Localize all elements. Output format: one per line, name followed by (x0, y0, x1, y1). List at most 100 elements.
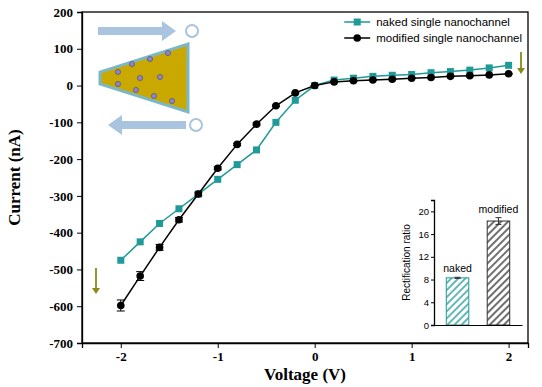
error-cap (136, 280, 144, 281)
marker (292, 97, 299, 104)
flow-arrow (108, 115, 186, 135)
tick-mark (431, 280, 434, 281)
plot-frame (82, 12, 528, 343)
tick-mark (77, 269, 82, 270)
ion (190, 119, 202, 131)
charge (165, 50, 170, 55)
tick-label: 2 (506, 349, 513, 364)
axis-line (83, 344, 529, 349)
legend-marker (354, 19, 361, 26)
marker (505, 62, 512, 69)
tick-label: -700 (49, 336, 73, 351)
channel (100, 44, 188, 112)
charge (137, 75, 142, 80)
tick: 2 (506, 343, 513, 364)
marker (427, 74, 435, 82)
arrow-head (92, 288, 100, 294)
marker (117, 257, 124, 264)
error-cap (495, 217, 501, 218)
tick: 16 (418, 229, 434, 240)
marker (233, 141, 241, 149)
tick-label: 1 (409, 349, 416, 364)
marker (272, 102, 280, 110)
tick-mark (77, 196, 82, 197)
tick-mark (77, 306, 82, 307)
x-axis-title: Voltage (V) (264, 365, 346, 384)
schematic (98, 21, 202, 135)
tick-label: -1 (213, 349, 224, 364)
tick-label: -600 (49, 299, 73, 314)
tick: 0 (424, 320, 434, 331)
arrow-shaft (520, 52, 522, 69)
tick-mark (218, 343, 219, 348)
error-bar (117, 300, 125, 311)
error-bar (495, 218, 501, 225)
axis-line (77, 13, 83, 344)
tick-label: -500 (49, 262, 73, 277)
tick-label: 0 (67, 78, 74, 93)
marker (175, 205, 182, 212)
inset-y-axis-title: Rectification ratio (401, 224, 412, 301)
marker (117, 302, 125, 310)
category-label: modified (479, 203, 519, 215)
legend-marker (353, 34, 361, 42)
marker (214, 165, 222, 173)
marker (466, 72, 474, 80)
marker (253, 146, 260, 153)
error-cap (117, 299, 125, 300)
marker (195, 190, 203, 198)
marker (195, 191, 202, 198)
inset-y-axis: 048121620 (418, 201, 434, 331)
tick: 8 (424, 274, 434, 285)
tick-label: -2 (116, 349, 127, 364)
ion (186, 25, 198, 37)
tick-label: 16 (418, 229, 429, 240)
tick: 1 (409, 343, 416, 364)
tick-mark (121, 343, 122, 348)
marker (330, 78, 338, 86)
flow-arrow (98, 21, 176, 41)
axis-line (431, 201, 435, 326)
tick-label: 0 (312, 349, 319, 364)
tick-mark (77, 233, 82, 234)
tick: 12 (418, 251, 434, 262)
tick: 4 (424, 297, 434, 308)
charge (169, 98, 174, 103)
marker (137, 238, 144, 245)
tick-label: -200 (49, 152, 73, 167)
tick: -100 (49, 115, 82, 130)
tick: 100 (54, 41, 83, 56)
tick-mark (77, 49, 82, 50)
tick-label: 8 (424, 274, 429, 285)
tick-mark (412, 343, 413, 348)
marker (136, 272, 144, 280)
tick-label: -100 (49, 115, 73, 130)
bar (446, 278, 469, 325)
legend: naked single nanochannelmodified single … (344, 16, 522, 44)
error-bar (136, 272, 144, 281)
y-axis: -700-600-500-400-300-200-1000100200 (49, 5, 82, 351)
tick-mark (77, 122, 82, 123)
marker (234, 161, 241, 168)
tick: -2 (116, 343, 127, 364)
series-line (121, 74, 509, 306)
tick-mark (77, 159, 82, 160)
tick-mark (431, 325, 434, 326)
marker (272, 119, 279, 126)
tick-mark (77, 343, 82, 344)
legend-label: modified single nanochannel (376, 32, 522, 44)
marker (486, 64, 493, 71)
tick-label: -300 (49, 189, 73, 204)
y-axis-title: Current (nA) (5, 129, 24, 225)
charge (157, 74, 162, 79)
tick-mark (509, 343, 510, 348)
tick: -300 (49, 189, 82, 204)
marker (350, 77, 358, 85)
marker (408, 74, 416, 82)
tick-mark (77, 12, 82, 13)
charge (147, 56, 152, 61)
tick-label: 0 (424, 320, 429, 331)
tick-mark (431, 302, 434, 303)
plot-area (117, 62, 513, 311)
tick: -200 (49, 152, 82, 167)
